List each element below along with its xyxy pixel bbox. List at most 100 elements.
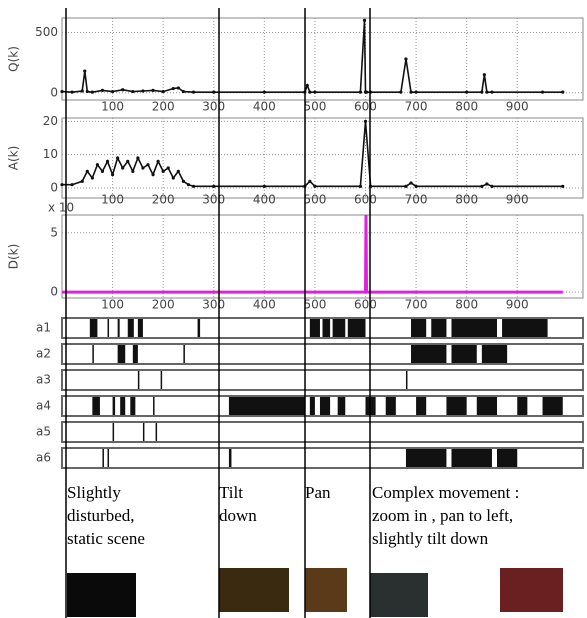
y-tick-label: 5 bbox=[50, 225, 58, 239]
motion-segment bbox=[416, 397, 427, 415]
multiplier-label: x 10 bbox=[48, 201, 74, 215]
motion-segment bbox=[332, 319, 346, 337]
thumbnail bbox=[305, 568, 347, 612]
data-point bbox=[358, 90, 363, 94]
motion-segment bbox=[309, 319, 320, 337]
motion-segment bbox=[92, 397, 100, 415]
data-point bbox=[313, 90, 317, 94]
data-point bbox=[480, 184, 484, 188]
data-point bbox=[262, 184, 266, 188]
motion-segment bbox=[107, 319, 110, 337]
motion-segment bbox=[309, 397, 315, 415]
x-tick-label: 100 bbox=[101, 100, 124, 114]
x-tick-label: 400 bbox=[253, 298, 276, 312]
data-point bbox=[358, 184, 363, 188]
x-tick-label: 500 bbox=[303, 193, 326, 207]
motion-segment bbox=[446, 397, 467, 415]
x-tick-label: 400 bbox=[253, 193, 276, 207]
data-point bbox=[131, 169, 135, 173]
motion-segment bbox=[117, 319, 120, 337]
thumbnail bbox=[500, 568, 563, 612]
data-point bbox=[181, 89, 185, 94]
row-label: a6 bbox=[36, 451, 51, 465]
caption: slightly tilt down bbox=[372, 529, 489, 548]
data-point bbox=[181, 179, 185, 183]
x-tick-label: 600 bbox=[354, 298, 377, 312]
x-tick-label: 100 bbox=[101, 298, 124, 312]
data-point bbox=[60, 183, 64, 187]
data-point bbox=[85, 89, 89, 94]
motion-segment bbox=[142, 423, 145, 441]
motion-segment bbox=[347, 319, 366, 337]
y-axis-label: D(k) bbox=[7, 244, 21, 270]
x-tick-label: 200 bbox=[152, 100, 175, 114]
x-tick-label: 500 bbox=[303, 100, 326, 114]
motion-segment bbox=[183, 345, 185, 363]
data-point bbox=[126, 159, 130, 163]
caption: disturbed, bbox=[67, 506, 135, 525]
motion-segment bbox=[117, 345, 126, 363]
x-tick-label: 900 bbox=[506, 100, 529, 114]
data-point bbox=[116, 156, 120, 160]
motion-segment bbox=[451, 319, 498, 337]
x-tick-label: 700 bbox=[405, 298, 428, 312]
caption: zoom in , pan to left, bbox=[372, 506, 513, 525]
data-point bbox=[404, 57, 408, 61]
data-point bbox=[540, 90, 545, 94]
x-tick-label: 100 bbox=[101, 193, 124, 207]
data-point bbox=[176, 86, 180, 90]
motion-segment bbox=[517, 397, 528, 415]
data-point bbox=[151, 173, 155, 177]
data-point bbox=[105, 159, 110, 163]
data-point bbox=[156, 159, 160, 163]
x-tick-label: 700 bbox=[405, 193, 428, 207]
caption: Slightly bbox=[67, 483, 121, 502]
data-point bbox=[70, 183, 74, 187]
data-point bbox=[151, 88, 155, 92]
data-point bbox=[313, 184, 317, 188]
y-tick-label: 10 bbox=[43, 147, 58, 161]
data-point bbox=[561, 90, 565, 94]
motion-segment bbox=[481, 345, 508, 363]
y-tick-label: 20 bbox=[43, 114, 58, 128]
data-point bbox=[191, 90, 196, 94]
data-point bbox=[100, 169, 105, 173]
x-tick-label: 800 bbox=[455, 100, 478, 114]
motion-segment bbox=[476, 397, 498, 415]
motion-segment bbox=[411, 345, 447, 363]
data-point bbox=[146, 163, 150, 167]
data-point bbox=[482, 73, 486, 77]
motion-segment bbox=[137, 371, 140, 389]
data-point bbox=[141, 89, 145, 93]
data-point bbox=[262, 90, 266, 94]
row-label: a1 bbox=[36, 321, 51, 335]
thumbnail bbox=[370, 573, 428, 617]
data-point bbox=[110, 173, 115, 177]
x-tick-label: 900 bbox=[506, 193, 529, 207]
data-point bbox=[480, 90, 484, 94]
data-point bbox=[161, 169, 165, 173]
data-point bbox=[186, 183, 191, 187]
data-point bbox=[136, 156, 140, 160]
y-tick-label: 500 bbox=[35, 25, 58, 39]
motion-segment bbox=[102, 449, 104, 467]
row-label: a2 bbox=[36, 347, 51, 361]
data-point bbox=[161, 89, 165, 94]
x-tick-label: 300 bbox=[202, 298, 225, 312]
motion-segment bbox=[451, 345, 477, 363]
motion-segment bbox=[431, 319, 447, 337]
motion-segment bbox=[130, 397, 136, 415]
data-line bbox=[62, 121, 563, 188]
data-line bbox=[61, 20, 563, 94]
motion-segment bbox=[155, 423, 158, 441]
y-axis-label: A(k) bbox=[7, 146, 21, 171]
motion-segment bbox=[322, 319, 331, 337]
data-point bbox=[171, 176, 175, 180]
data-point bbox=[85, 169, 89, 173]
data-point bbox=[490, 184, 494, 188]
x-tick-label: 300 bbox=[202, 193, 225, 207]
motion-segment bbox=[153, 397, 155, 415]
x-tick-label: 300 bbox=[202, 100, 225, 114]
motion-segment bbox=[337, 397, 346, 415]
data-point bbox=[100, 88, 105, 92]
